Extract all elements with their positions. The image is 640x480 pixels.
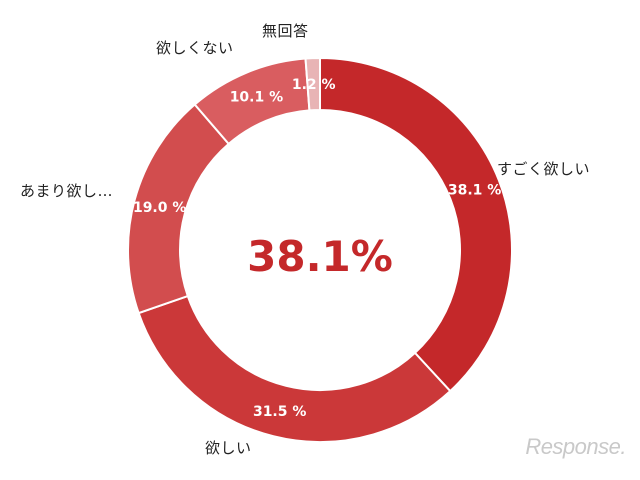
- donut-slice-hoshii: [137, 294, 452, 443]
- slice-value-label-hoshii: 31.5 %: [253, 404, 306, 420]
- donut-slice-sugoku-hoshii: [319, 56, 513, 393]
- center-value-label: 38.1%: [247, 232, 393, 281]
- slice-value-label-mukaito: 1.2 %: [292, 77, 336, 93]
- slice-value-label-sugoku-hoshii: 38.1 %: [448, 183, 501, 199]
- donut-slice-mukaito: [304, 56, 321, 112]
- slice-value-label-amari-hoshii: 19.0 %: [133, 200, 186, 216]
- category-label-hoshikunai: 欲しくない: [156, 39, 234, 57]
- slice-value-label-hoshikunai: 10.1 %: [230, 90, 283, 106]
- category-label-sugoku-hoshii: すごく欲しい: [497, 160, 591, 178]
- response-watermark-logo: Response.: [525, 434, 626, 459]
- category-label-hoshii: 欲しい: [205, 439, 252, 457]
- category-label-mukaito: 無回答: [262, 22, 309, 40]
- category-label-amari-hoshii: あまり欲し…: [20, 182, 114, 200]
